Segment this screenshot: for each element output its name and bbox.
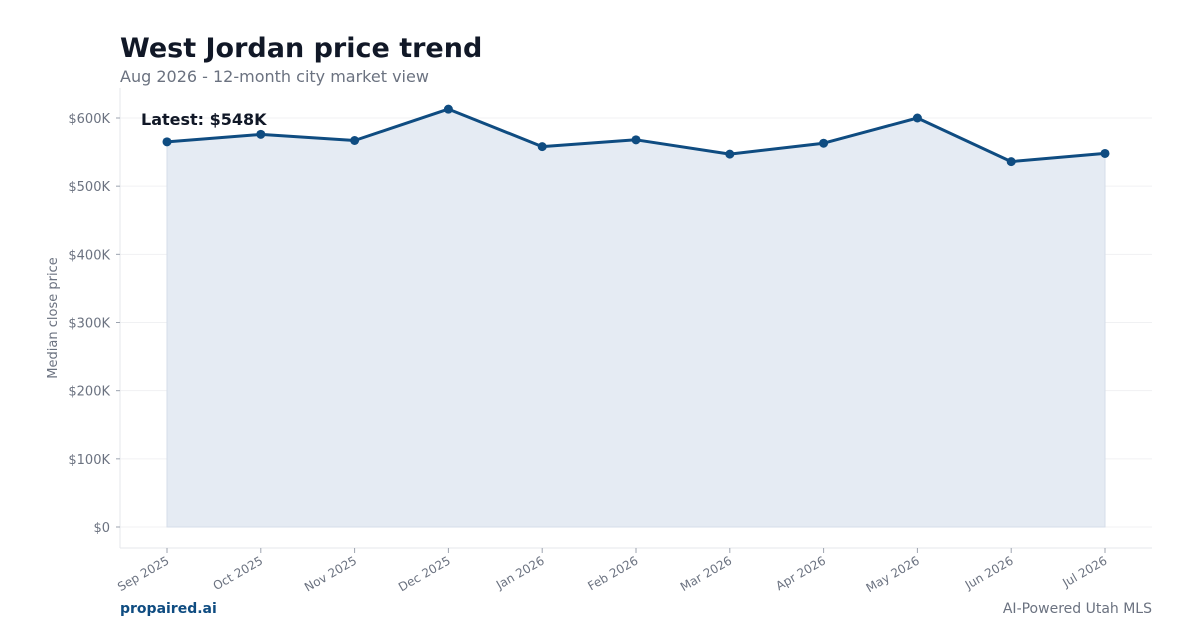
data-point	[912, 113, 922, 123]
x-tick-label: Jun 2026	[962, 553, 1016, 592]
chart-subtitle: Aug 2026 - 12-month city market view	[120, 67, 429, 86]
latest-value-annotation: Latest: $548K	[141, 110, 267, 129]
data-point	[1100, 148, 1110, 158]
area-fill	[166, 108, 1106, 528]
chart-title: West Jordan price trend	[120, 33, 483, 64]
x-tick-label: Nov 2025	[302, 553, 359, 594]
x-tick-label: Jul 2026	[1059, 553, 1109, 590]
y-tick-label: $0	[93, 521, 110, 536]
data-point	[350, 135, 360, 145]
x-tick-labels: Sep 2025 Oct 2025 Nov 2025 Dec 2025 Jan 2026…	[115, 548, 1110, 595]
data-points	[162, 104, 1110, 167]
x-tick-label: May 2026	[864, 553, 922, 595]
x-tick-label: Dec 2025	[396, 553, 453, 594]
data-point	[631, 135, 641, 145]
x-tick-label: Mar 2026	[678, 553, 734, 594]
brand-name: propaired.ai	[120, 601, 217, 617]
x-tick-label: Sep 2025	[115, 553, 171, 594]
data-point	[819, 138, 829, 148]
data-point	[443, 104, 453, 114]
y-tick-label: $300K	[68, 317, 110, 332]
x-tick-label: Oct 2025	[211, 553, 266, 593]
x-tick-label: Jan 2026	[493, 553, 547, 592]
data-point	[537, 142, 547, 152]
data-point	[725, 149, 735, 159]
y-tick-label: $200K	[68, 385, 110, 400]
y-tick-label: $600K	[68, 112, 110, 127]
y-tick-label: $500K	[68, 180, 110, 195]
data-point	[256, 129, 266, 139]
brand-tagline: AI-Powered Utah MLS	[1002, 601, 1152, 617]
y-tick-label: $100K	[68, 453, 110, 468]
data-point	[162, 137, 172, 147]
y-tick-labels: $0 $100K $200K $300K $400K $500K $600K	[68, 112, 120, 536]
x-tick-label: Feb 2026	[585, 553, 640, 593]
x-tick-label: Apr 2026	[773, 553, 828, 593]
y-tick-label: $400K	[68, 248, 110, 263]
y-axis-label: Median close price	[46, 257, 61, 378]
data-point	[1006, 157, 1016, 167]
